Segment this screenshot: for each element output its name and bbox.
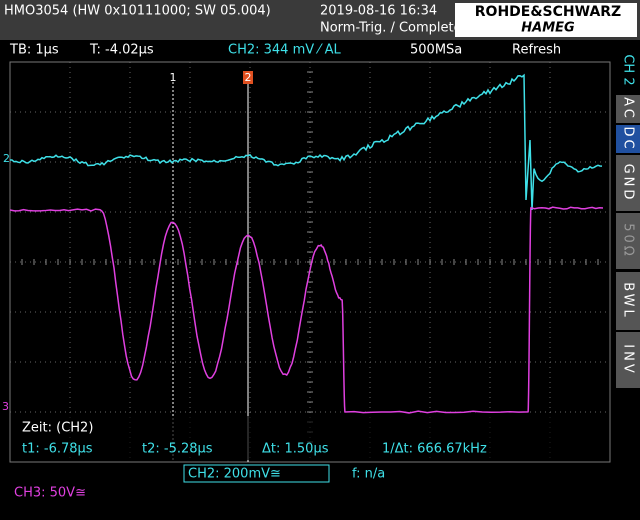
logo <box>455 3 637 37</box>
menu-label[interactable]: DC <box>621 126 636 151</box>
cursor-t1: t1: -6.78µs <box>22 442 93 457</box>
menu-label[interactable]: GND <box>621 164 636 203</box>
grid <box>9 61 611 463</box>
plot-frame <box>9 61 611 463</box>
ch2-box[interactable] <box>183 464 330 483</box>
sub-brand: HAMEG <box>521 21 575 36</box>
menu-button[interactable] <box>616 155 640 211</box>
model: HMO3054 (HW 0x10111000; SW 05.004) <box>4 4 271 19</box>
menu-channel: CH 2 <box>621 54 636 85</box>
cursor-2-label: 2 <box>245 71 252 84</box>
cursor-dt: Δt: 1.50µs <box>262 442 329 457</box>
brand: ROHDE&SCHWARZ <box>475 4 621 20</box>
menu-label[interactable]: 50Ω <box>621 223 636 258</box>
menu-button[interactable] <box>616 213 640 269</box>
menu-button[interactable] <box>616 332 640 388</box>
cursor-1-label: 1 <box>170 71 177 84</box>
menu-label[interactable]: AC <box>621 97 636 121</box>
datetime: 2019-08-16 16:34 <box>320 4 437 19</box>
ch3-trace <box>9 206 604 414</box>
side-menu: CH 2 AC DC GND 50Ω BWL INV <box>614 40 640 388</box>
frequency: f: n/a <box>352 467 385 482</box>
cursor-t2: t2: -5.28µs <box>142 442 213 457</box>
cursor-title: Zeit: (CH2) <box>22 421 93 436</box>
timebase: TB: 1µs <box>9 43 59 58</box>
menu-button[interactable] <box>616 272 640 330</box>
ch2-scale[interactable]: CH2: 200mV≅ <box>188 467 281 482</box>
mode: Refresh <box>512 43 561 58</box>
ch2-trace <box>9 73 603 211</box>
cursor-2-tag <box>243 71 253 84</box>
trigger-state: Norm-Trig. / Complete <box>320 21 462 36</box>
sample-rate: 500MSa <box>410 43 462 58</box>
cursor-panel <box>12 416 602 460</box>
ch3-marker: 3 <box>2 400 9 413</box>
menu-button[interactable] <box>616 125 640 153</box>
trigger-time: T: -4.02µs <box>89 43 154 58</box>
menu-button[interactable] <box>616 95 640 123</box>
trigger: CH2: 344 mV ⁄ AL <box>228 43 341 58</box>
ch3-scale[interactable]: CH3: 50V≅ <box>14 486 86 501</box>
menu-label[interactable]: INV <box>621 344 636 375</box>
cursor-inv-dt: 1/Δt: 666.67kHz <box>382 442 487 457</box>
menu-label[interactable]: BWL <box>621 282 636 320</box>
ch2-marker: 2 <box>3 152 10 165</box>
